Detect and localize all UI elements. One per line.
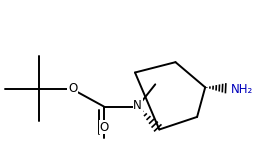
Text: N: N <box>133 99 142 112</box>
Text: O: O <box>68 82 77 95</box>
Text: NH₂: NH₂ <box>231 83 254 96</box>
Text: O: O <box>99 121 109 134</box>
